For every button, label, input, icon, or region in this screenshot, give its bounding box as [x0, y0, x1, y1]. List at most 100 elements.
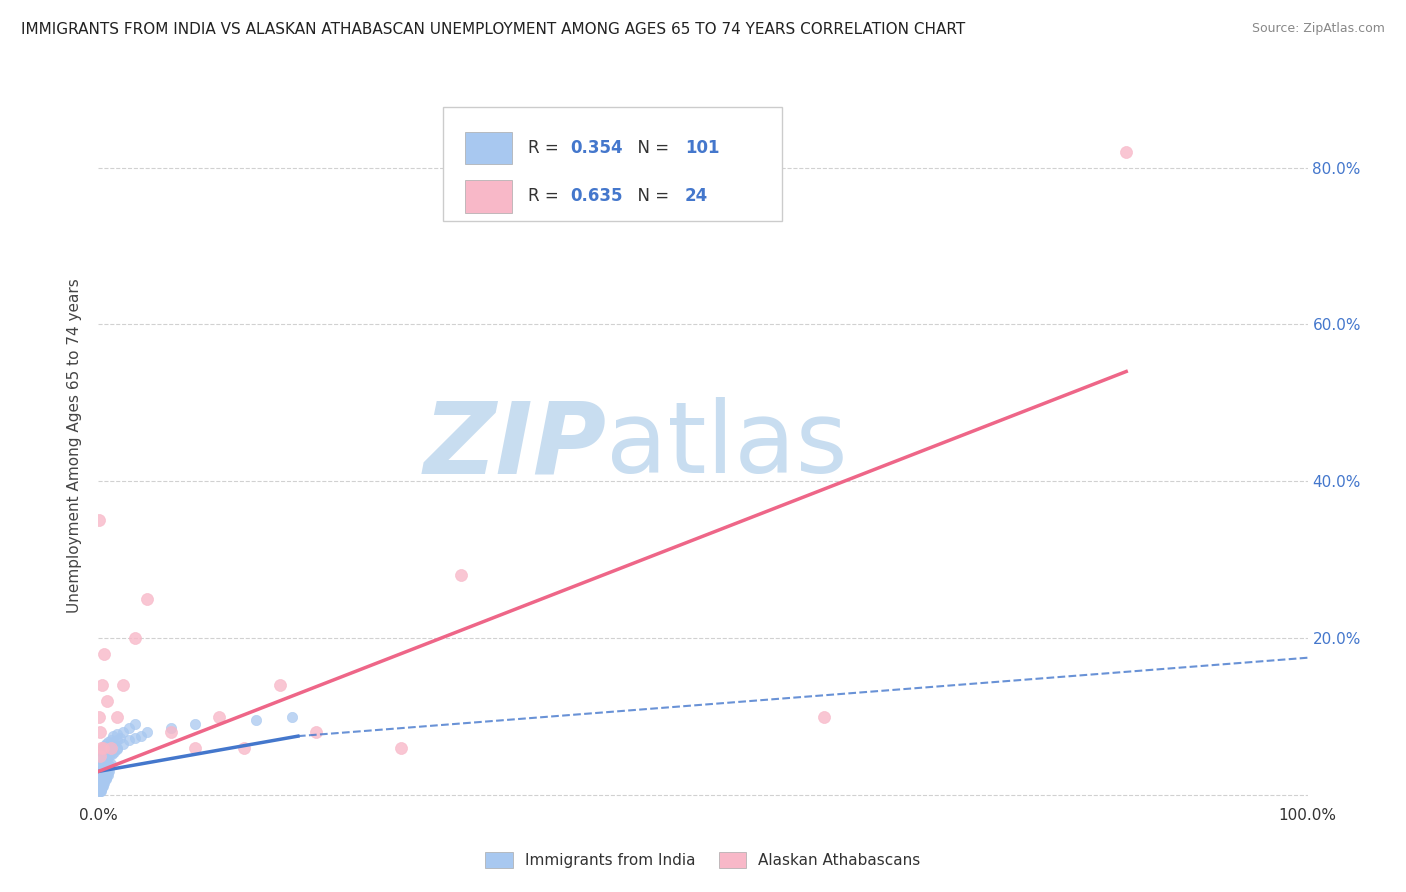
- Point: [111, 737, 134, 751]
- Point: [93, 753, 115, 767]
- Point: [93, 776, 115, 790]
- Point: [160, 725, 183, 739]
- Point: [100, 740, 122, 755]
- Point: [93, 771, 115, 785]
- Point: [1115, 145, 1137, 159]
- Point: [91, 779, 114, 793]
- Point: [94, 742, 117, 756]
- Text: atlas: atlas: [606, 398, 848, 494]
- Point: [90, 763, 112, 777]
- Point: [91, 755, 114, 769]
- FancyBboxPatch shape: [465, 180, 512, 212]
- Point: [100, 737, 122, 751]
- Point: [108, 731, 131, 746]
- Point: [90, 768, 112, 782]
- Point: [94, 753, 117, 767]
- Point: [111, 678, 134, 692]
- Point: [98, 764, 121, 779]
- Point: [105, 742, 128, 756]
- Text: 101: 101: [685, 139, 720, 157]
- Point: [94, 760, 117, 774]
- Text: R =: R =: [527, 139, 564, 157]
- Point: [91, 776, 114, 790]
- Point: [91, 771, 114, 785]
- Point: [100, 745, 122, 759]
- Point: [87, 784, 110, 798]
- Point: [118, 721, 141, 735]
- Point: [135, 725, 157, 739]
- Point: [97, 768, 120, 782]
- Point: [91, 773, 114, 788]
- Point: [96, 764, 118, 779]
- Y-axis label: Unemployment Among Ages 65 to 74 years: Unemployment Among Ages 65 to 74 years: [67, 278, 83, 614]
- Point: [87, 780, 110, 794]
- Point: [93, 647, 115, 661]
- Point: [89, 768, 111, 782]
- Point: [89, 780, 111, 794]
- FancyBboxPatch shape: [443, 107, 782, 221]
- Point: [90, 781, 112, 796]
- Point: [96, 760, 118, 774]
- Text: R =: R =: [527, 187, 564, 205]
- Point: [89, 772, 111, 787]
- Point: [305, 725, 328, 739]
- Text: 0.354: 0.354: [569, 139, 623, 157]
- Point: [245, 714, 267, 728]
- Point: [93, 739, 115, 754]
- Point: [389, 740, 412, 755]
- Text: 0.635: 0.635: [569, 187, 623, 205]
- Point: [89, 776, 111, 790]
- Point: [94, 737, 117, 751]
- Point: [89, 772, 111, 787]
- Point: [89, 781, 111, 796]
- Point: [124, 731, 146, 746]
- Point: [91, 748, 114, 763]
- Point: [111, 725, 134, 739]
- Point: [94, 772, 117, 787]
- Point: [87, 709, 110, 723]
- Point: [89, 772, 111, 787]
- Point: [89, 514, 111, 528]
- Point: [91, 747, 114, 761]
- Point: [91, 779, 114, 793]
- Point: [90, 784, 112, 798]
- Point: [450, 568, 472, 582]
- Point: [232, 740, 254, 755]
- Point: [91, 740, 114, 755]
- Text: N =: N =: [627, 139, 675, 157]
- Point: [91, 766, 114, 780]
- Point: [94, 764, 117, 779]
- Point: [89, 764, 111, 779]
- Point: [91, 773, 114, 788]
- Point: [96, 768, 118, 782]
- Point: [91, 740, 114, 755]
- Point: [269, 678, 291, 692]
- Point: [129, 729, 152, 743]
- Point: [97, 739, 120, 754]
- Text: ZIP: ZIP: [423, 398, 606, 494]
- Point: [89, 768, 111, 782]
- Point: [96, 740, 118, 755]
- Point: [94, 771, 117, 785]
- Point: [89, 781, 111, 796]
- Text: Source: ZipAtlas.com: Source: ZipAtlas.com: [1251, 22, 1385, 36]
- Point: [90, 740, 112, 755]
- Text: IMMIGRANTS FROM INDIA VS ALASKAN ATHABASCAN UNEMPLOYMENT AMONG AGES 65 TO 74 YEA: IMMIGRANTS FROM INDIA VS ALASKAN ATHABAS…: [21, 22, 966, 37]
- Point: [101, 734, 124, 748]
- Point: [100, 747, 122, 761]
- Text: 24: 24: [685, 187, 709, 205]
- Point: [89, 776, 111, 790]
- Point: [96, 694, 118, 708]
- Point: [93, 766, 115, 780]
- Point: [105, 727, 128, 741]
- Point: [91, 763, 114, 777]
- Point: [93, 745, 115, 759]
- Point: [184, 717, 207, 731]
- Point: [91, 780, 114, 794]
- Point: [89, 779, 111, 793]
- Point: [97, 734, 120, 748]
- Point: [105, 709, 128, 723]
- Point: [90, 779, 112, 793]
- Point: [97, 758, 120, 772]
- Point: [91, 771, 114, 785]
